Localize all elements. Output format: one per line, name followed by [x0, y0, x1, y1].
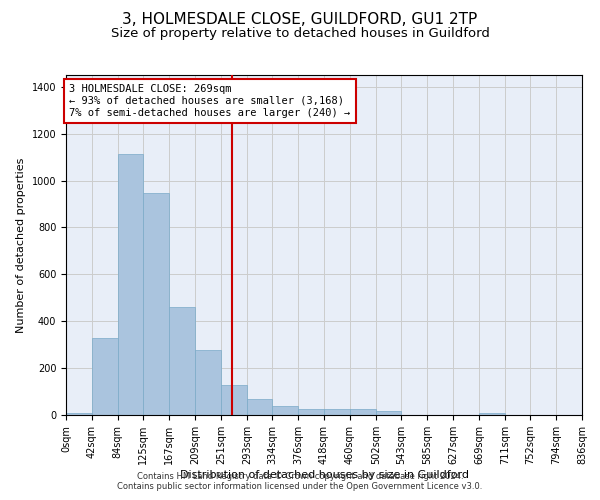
Bar	[143, 192, 169, 415]
Text: 3, HOLMESDALE CLOSE, GUILDFORD, GU1 2TP: 3, HOLMESDALE CLOSE, GUILDFORD, GU1 2TP	[122, 12, 478, 28]
Bar	[479, 412, 505, 415]
Bar	[92, 338, 118, 415]
Bar	[350, 409, 376, 415]
Text: 3 HOLMESDALE CLOSE: 269sqm
← 93% of detached houses are smaller (3,168)
7% of se: 3 HOLMESDALE CLOSE: 269sqm ← 93% of deta…	[69, 84, 350, 117]
Bar	[169, 306, 195, 415]
Bar	[272, 406, 298, 415]
Text: Contains public sector information licensed under the Open Government Licence v3: Contains public sector information licen…	[118, 482, 482, 491]
Bar	[324, 409, 350, 415]
Bar	[221, 384, 247, 415]
Bar	[247, 398, 272, 415]
X-axis label: Distribution of detached houses by size in Guildford: Distribution of detached houses by size …	[179, 470, 469, 480]
Y-axis label: Number of detached properties: Number of detached properties	[16, 158, 26, 332]
Text: Contains HM Land Registry data © Crown copyright and database right 2024.: Contains HM Land Registry data © Crown c…	[137, 472, 463, 481]
Bar	[66, 412, 92, 415]
Text: Size of property relative to detached houses in Guildford: Size of property relative to detached ho…	[110, 28, 490, 40]
Bar	[298, 409, 324, 415]
Bar	[118, 154, 143, 415]
Bar	[376, 411, 401, 415]
Bar	[195, 350, 221, 415]
